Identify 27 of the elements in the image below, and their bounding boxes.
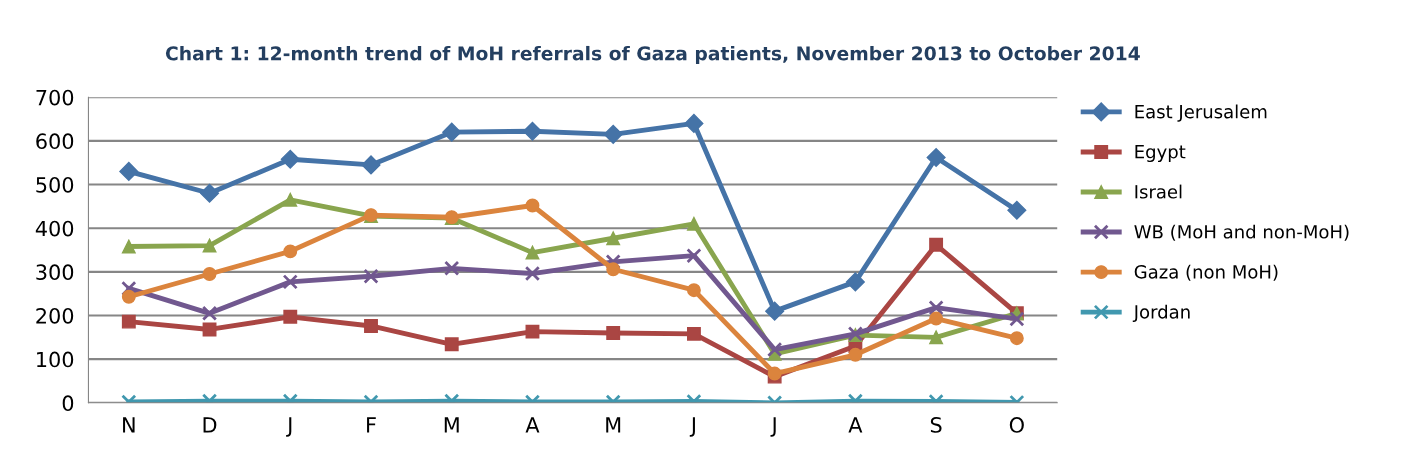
legend-label: Egypt [1135,145,1186,163]
legend-label: WB (MoH and non-MoH) [1134,224,1349,241]
x-tick-label: F [367,417,376,433]
x-tick-label: A [525,417,540,433]
legend-label: East Jerusalem [1135,104,1267,122]
x-tick-label: S [930,417,942,433]
x-tick-label: N [123,417,135,433]
x-tick-label: J [286,417,292,437]
y-tick-label: 700 [36,89,74,106]
y-tick-label: 500 [36,176,74,193]
x-tick-label: O [1009,417,1024,433]
x-tick-label: J [770,417,776,437]
x-tick-label: M [606,417,621,433]
x-tick-label: D [203,417,217,433]
x-tick-label: J [689,417,695,437]
chart-title: Chart 1: 12-month trend of MoH referrals of Gaza patients, November 2013 to October 2014 [165,45,1140,65]
y-tick-label: 400 [35,220,74,237]
legend-label: Jordan [1132,304,1190,323]
y-tick-label: 100 [37,351,74,368]
y-tick-label: 300 [36,264,74,281]
legend-label: Israel [1135,184,1182,199]
y-tick-label: 600 [36,133,74,150]
legend-label: Gaza (non MoH) [1134,264,1278,281]
x-tick-label: M [444,417,459,433]
y-tick-label: 200 [36,307,74,324]
y-tick-label: 0 [62,395,74,412]
x-tick-label: A [848,417,863,433]
